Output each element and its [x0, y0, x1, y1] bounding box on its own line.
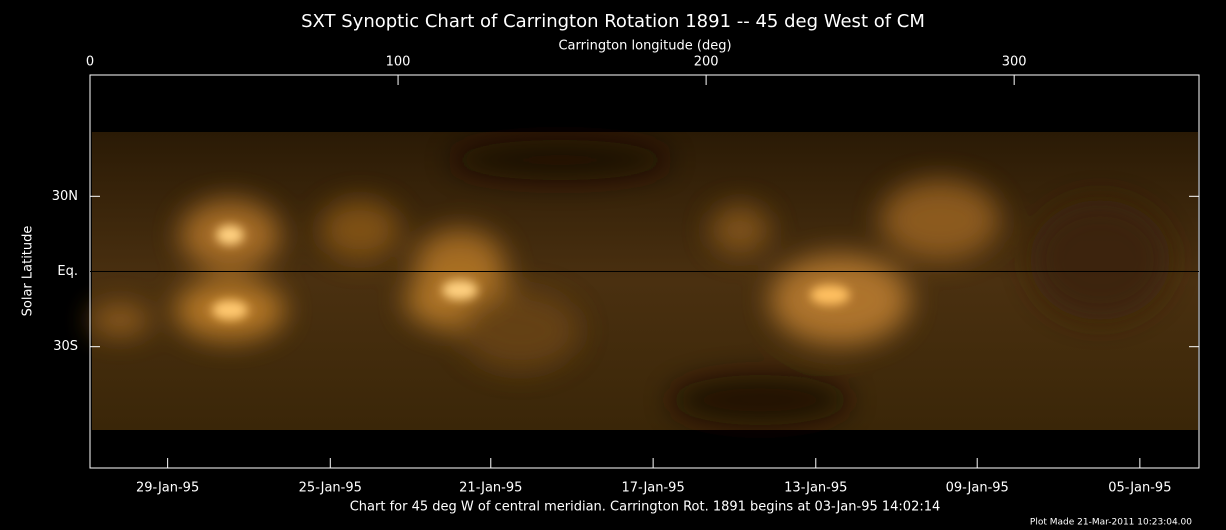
- bottom-tick-label: 13-Jan-95: [784, 481, 847, 496]
- chart-title: SXT Synoptic Chart of Carrington Rotatio…: [301, 11, 925, 32]
- y-tick-label: Eq.: [57, 264, 78, 279]
- bottom-tick-label: 21-Jan-95: [459, 481, 522, 496]
- y-tick-label: 30S: [53, 339, 78, 354]
- x-tick-label: 300: [1002, 55, 1027, 70]
- bottom-tick-label: 09-Jan-95: [946, 481, 1009, 496]
- bottom-tick-label: 17-Jan-95: [622, 481, 685, 496]
- bottom-tick-label: 25-Jan-95: [299, 481, 362, 496]
- x-tick-label: 200: [694, 55, 719, 70]
- bottom-tick-label: 29-Jan-95: [136, 481, 199, 496]
- x-tick-label: 100: [386, 55, 411, 70]
- bottom-tick-label: 05-Jan-95: [1108, 481, 1171, 496]
- solar-image: [90, 132, 1198, 430]
- x-axis-label: Carrington longitude (deg): [558, 39, 731, 54]
- y-tick-label: 30N: [52, 189, 78, 204]
- y-axis-label: Solar Latitude: [21, 226, 36, 317]
- plot-made: Plot Made 21-Mar-2011 10:23:04.00: [1030, 518, 1192, 528]
- x-tick-label: 0: [86, 55, 94, 70]
- footer: Chart for 45 deg W of central meridian. …: [350, 500, 941, 515]
